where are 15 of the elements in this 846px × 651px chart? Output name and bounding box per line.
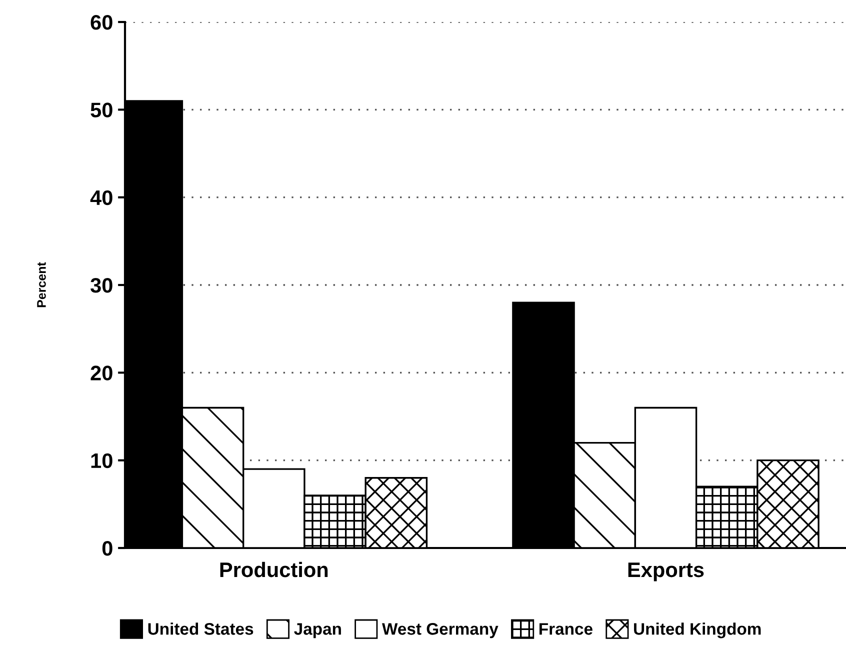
y-tick-label: 20 — [90, 366, 112, 380]
y-tick-label: 10 — [91, 453, 112, 468]
x-tick-label: Production — [220, 562, 328, 578]
y-tick-label: 0 — [102, 541, 112, 556]
legend-label: Japan — [294, 623, 341, 638]
y-tick-label: 50 — [90, 102, 112, 118]
legend-label: United States — [148, 622, 254, 635]
y-tick-label: 60 — [90, 15, 112, 30]
x-tick-label: Exports — [628, 562, 704, 582]
legend-label: France — [540, 623, 592, 635]
y-tick-label: 40 — [90, 190, 112, 206]
legend-label: West Germany — [382, 623, 498, 638]
y-tick-label: 30 — [90, 278, 112, 293]
y-axis-title: Percent — [37, 262, 46, 308]
legend-label: United Kingdom — [634, 622, 761, 638]
